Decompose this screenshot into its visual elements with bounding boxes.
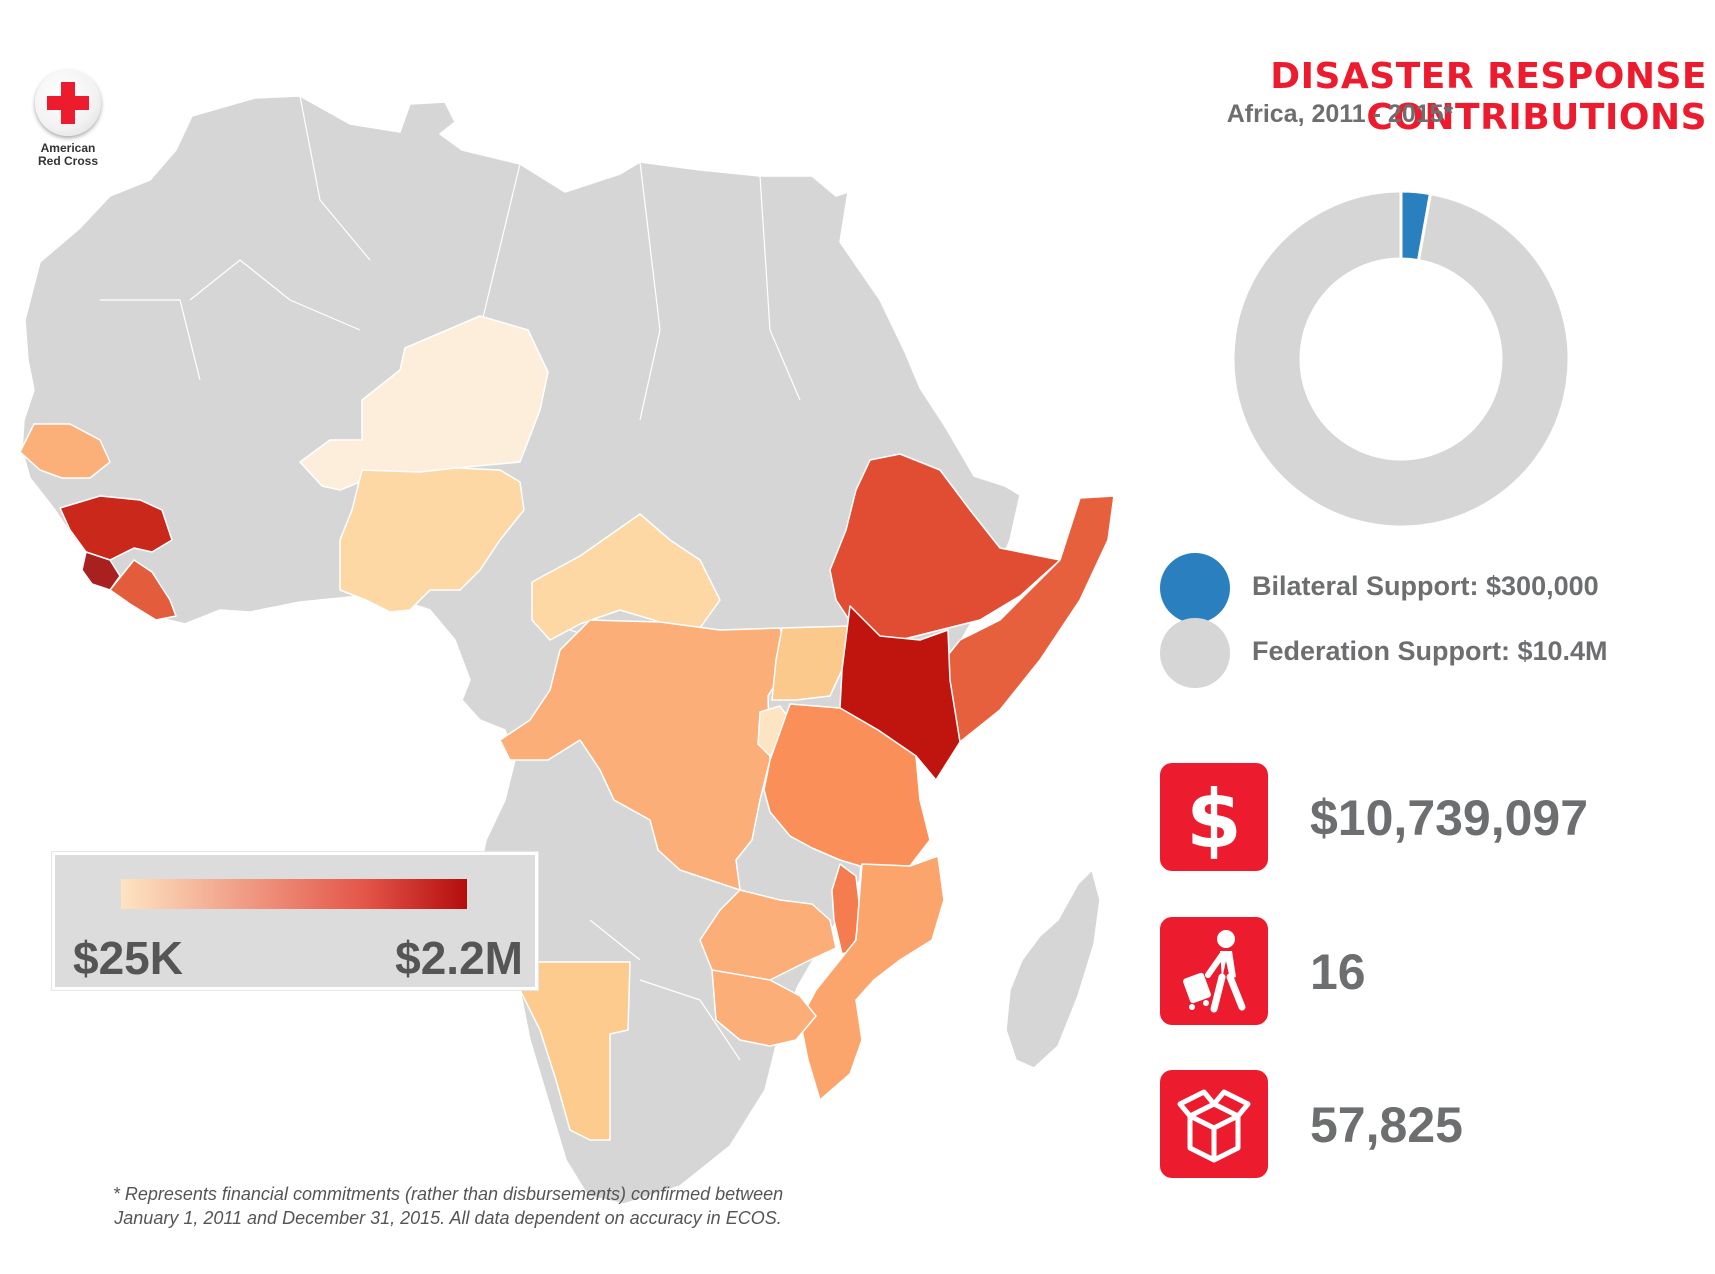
page-title: DISASTER RESPONSE CONTRIBUTIONS — [1270, 56, 1707, 138]
legend-swatch-bilateral — [1160, 553, 1230, 623]
footnote-line-2: January 1, 2011 and December 31, 2015. A… — [114, 1208, 782, 1228]
logo-wordmark: American Red Cross — [28, 142, 108, 168]
country-kenya — [839, 605, 961, 781]
support-donut-chart — [1231, 189, 1571, 529]
legend-swatch-federation — [1160, 618, 1230, 688]
svg-text:$: $ — [1186, 773, 1242, 866]
stat-relief-items-value: 57,825 — [1310, 1097, 1463, 1153]
logo-line-1: American — [40, 141, 96, 155]
color-scale-legend: $25K $2.2M — [52, 852, 538, 990]
legend-bilateral: Bilateral Support: $300,000 — [1160, 553, 1680, 623]
logo-line-2: Red Cross — [37, 154, 99, 168]
country-guinea — [59, 495, 173, 561]
red-cross-logo: American Red Cross — [28, 70, 108, 168]
country-mozambique — [799, 855, 945, 1101]
red-cross-icon — [35, 70, 101, 136]
country-zambia — [699, 889, 837, 981]
box-icon — [1160, 1070, 1268, 1178]
traveler-icon — [1160, 917, 1268, 1025]
stat-funding: $ $10,739,097 — [1160, 763, 1680, 871]
country-liberia — [109, 559, 177, 621]
country-ethiopia — [829, 453, 1061, 641]
footnote: * Represents financial commitments (rath… — [38, 1182, 858, 1230]
stat-funding-value: $10,739,097 — [1310, 790, 1589, 846]
footnote-line-1: * Represents financial commitments (rath… — [112, 1184, 784, 1204]
scale-min-label: $25K — [73, 932, 183, 984]
scale-max-label: $2.2M — [395, 932, 523, 984]
country-zimbabwe — [711, 969, 817, 1047]
stat-deployments-value: 16 — [1310, 944, 1366, 1000]
legend-label-federation: Federation Support: $10.4M — [1252, 636, 1608, 666]
stat-deployments: 16 — [1160, 917, 1680, 1025]
madagascar — [1005, 869, 1101, 1069]
page-subtitle: Africa, 2011 - 2015* — [1226, 100, 1454, 128]
country-nigeria — [339, 467, 525, 613]
country-namibia — [499, 961, 631, 1141]
legend-federation: Federation Support: $10.4M — [1160, 618, 1680, 688]
color-scale-bar — [121, 879, 467, 909]
legend-label-bilateral: Bilateral Support: $300,000 — [1252, 571, 1599, 601]
country-senegal — [19, 423, 111, 479]
dollar-icon: $ — [1160, 763, 1268, 871]
stat-relief-items: 57,825 — [1160, 1070, 1680, 1178]
donut-segment-federation — [1231, 189, 1571, 529]
